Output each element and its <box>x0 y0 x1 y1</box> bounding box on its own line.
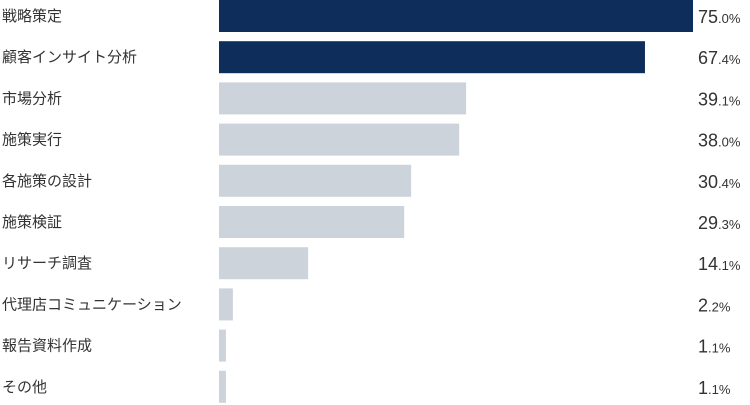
value-label-decimal: .0% <box>718 11 741 26</box>
value-label-decimal: .4% <box>718 176 741 191</box>
bar <box>219 164 412 197</box>
value-label-decimal: .4% <box>718 52 741 67</box>
category-label: 施策実行 <box>2 131 62 149</box>
value-label-decimal: .0% <box>718 135 741 150</box>
value-label: 30.4% <box>698 172 741 192</box>
value-label-decimal: .1% <box>708 341 731 356</box>
value-label-decimal: .1% <box>718 93 741 108</box>
bar <box>219 288 233 321</box>
value-label: 38.0% <box>698 131 741 151</box>
value-label: 39.1% <box>698 89 741 109</box>
category-label: 施策検証 <box>2 213 62 231</box>
value-label: 75.0% <box>698 7 741 27</box>
bar <box>219 329 226 362</box>
category-label: リサーチ調査 <box>2 254 92 272</box>
bar <box>219 82 467 115</box>
value-label-integer: 75 <box>698 7 718 27</box>
bar <box>219 247 309 280</box>
value-label: 67.4% <box>698 48 741 68</box>
category-label: 顧客インサイト分析 <box>2 48 137 66</box>
value-label: 29.3% <box>698 213 741 233</box>
value-label-decimal: .2% <box>708 299 731 314</box>
value-label-decimal: .3% <box>718 217 741 232</box>
bar <box>219 41 645 74</box>
value-label: 1.1% <box>698 378 731 398</box>
value-label: 2.2% <box>698 295 731 315</box>
bar <box>219 370 226 403</box>
value-label-integer: 14 <box>698 254 718 274</box>
category-label: 各施策の設計 <box>2 172 92 190</box>
value-label-integer: 30 <box>698 172 718 192</box>
value-label: 1.1% <box>698 337 731 357</box>
category-label: 市場分析 <box>2 89 62 107</box>
category-label: その他 <box>2 378 47 396</box>
value-label-decimal: .1% <box>718 258 741 273</box>
value-label-integer: 29 <box>698 213 718 233</box>
bar <box>219 0 693 32</box>
category-label: 報告資料作成 <box>2 337 92 355</box>
value-label-integer: 67 <box>698 48 718 68</box>
value-label-decimal: .1% <box>708 382 731 397</box>
value-label-integer: 38 <box>698 131 718 151</box>
value-label-integer: 2 <box>698 295 708 315</box>
value-label: 14.1% <box>698 254 741 274</box>
bar <box>219 206 405 238</box>
value-label-integer: 1 <box>698 378 708 398</box>
category-label: 戦略策定 <box>2 7 62 25</box>
category-label: 代理店コミュニケーション <box>2 295 182 313</box>
value-label-integer: 39 <box>698 89 718 109</box>
value-label-integer: 1 <box>698 337 708 357</box>
bar <box>219 123 460 156</box>
